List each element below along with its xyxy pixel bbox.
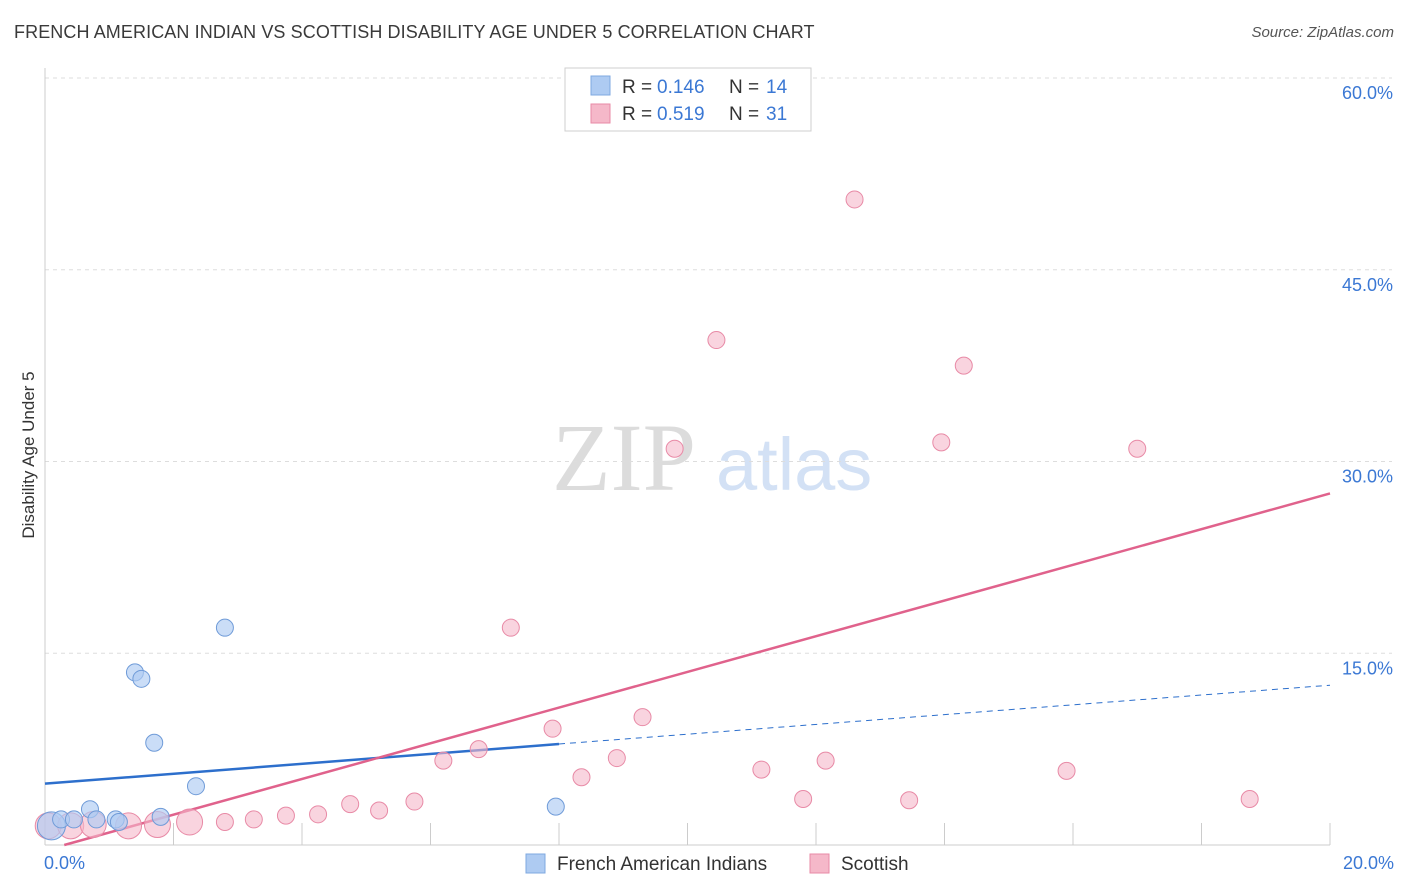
legend-r-value-pink: 0.519 bbox=[657, 104, 705, 125]
legend-series: French American Indians Scottish bbox=[525, 853, 909, 875]
trend-line-extension-french-american-indians bbox=[558, 684, 1331, 745]
source-label: Source: ZipAtlas.com bbox=[1251, 24, 1394, 41]
point-scottish-8 bbox=[276, 806, 295, 825]
point-french-american-indians-13 bbox=[546, 797, 565, 816]
point-french-american-indians-2 bbox=[64, 810, 83, 829]
point-scottish-18 bbox=[607, 749, 626, 768]
point-french-american-indians-6 bbox=[109, 812, 128, 831]
y-axis-label: Disability Age Under 5 bbox=[19, 371, 38, 538]
y-tick-labels: 15.0% 30.0% 45.0% 60.0% bbox=[1342, 83, 1393, 678]
point-scottish-16 bbox=[543, 719, 562, 738]
legend-correlation: R = 0.146 N = 14 R = 0.519 N = 31 bbox=[564, 67, 812, 132]
x-tick-label-min: 0.0% bbox=[44, 853, 85, 873]
point-scottish-9 bbox=[309, 805, 328, 824]
legend-bottom-label-pink: Scottish bbox=[841, 854, 909, 875]
point-scottish-10 bbox=[341, 795, 360, 814]
point-scottish-6 bbox=[215, 812, 234, 831]
legend-r-value-blue: 0.146 bbox=[657, 77, 705, 98]
point-scottish-7 bbox=[244, 810, 263, 829]
legend-n-label-blue: N = bbox=[729, 77, 764, 98]
y-tick-label-60: 60.0% bbox=[1342, 83, 1393, 103]
legend-swatch-pink bbox=[590, 103, 611, 124]
point-scottish-25 bbox=[845, 190, 864, 209]
y-tick-label-15: 15.0% bbox=[1342, 658, 1393, 678]
point-scottish-29 bbox=[1057, 761, 1076, 780]
point-french-american-indians-12 bbox=[215, 618, 234, 637]
chart-title: FRENCH AMERICAN INDIAN VS SCOTTISH DISAB… bbox=[14, 22, 815, 42]
trend-line-scottish bbox=[63, 492, 1331, 847]
point-scottish-24 bbox=[816, 751, 835, 770]
y-tick-label-45: 45.0% bbox=[1342, 275, 1393, 295]
trend-lines bbox=[44, 492, 1331, 847]
legend-r-label-blue: R = bbox=[622, 77, 657, 98]
point-scottish-15 bbox=[501, 618, 520, 637]
point-french-american-indians-9 bbox=[145, 733, 164, 752]
legend-n-value-pink: 31 bbox=[766, 104, 787, 125]
point-scottish-21 bbox=[707, 331, 726, 350]
point-scottish-19 bbox=[633, 708, 652, 727]
point-scottish-23 bbox=[794, 789, 813, 808]
point-scottish-26 bbox=[900, 791, 919, 810]
point-scottish-12 bbox=[405, 792, 424, 811]
gridlines bbox=[45, 77, 1392, 654]
legend-bottom-swatch-blue bbox=[525, 853, 546, 874]
point-scottish-14 bbox=[469, 740, 488, 759]
legend-bottom-swatch-pink bbox=[809, 853, 830, 874]
legend-n-label-pink: N = bbox=[729, 104, 764, 125]
point-scottish-31 bbox=[1240, 789, 1259, 808]
data-points bbox=[34, 190, 1259, 841]
point-french-american-indians-10 bbox=[151, 807, 170, 826]
point-scottish-27 bbox=[932, 433, 951, 452]
y-tick-label-30: 30.0% bbox=[1342, 467, 1393, 487]
point-scottish-22 bbox=[752, 760, 771, 779]
point-scottish-20 bbox=[665, 439, 684, 458]
point-scottish-28 bbox=[954, 356, 973, 375]
legend-swatch-blue bbox=[590, 75, 611, 96]
point-french-american-indians-8 bbox=[132, 669, 151, 688]
x-ticks bbox=[44, 823, 1331, 846]
point-french-american-indians-4 bbox=[87, 810, 106, 829]
point-scottish-17 bbox=[572, 768, 591, 787]
legend-r-label-pink: R = bbox=[622, 104, 657, 125]
legend-bottom-label-blue: French American Indians bbox=[557, 854, 767, 875]
point-scottish-13 bbox=[434, 751, 453, 770]
x-tick-label-max: 20.0% bbox=[1343, 853, 1394, 873]
point-scottish-30 bbox=[1128, 439, 1147, 458]
point-french-american-indians-11 bbox=[186, 777, 205, 796]
watermark-zip: ZIP bbox=[552, 404, 696, 511]
point-scottish-11 bbox=[370, 801, 389, 820]
legend-n-value-blue: 14 bbox=[766, 77, 788, 98]
point-scottish-5 bbox=[176, 808, 204, 836]
watermark-atlas: atlas bbox=[716, 423, 872, 506]
